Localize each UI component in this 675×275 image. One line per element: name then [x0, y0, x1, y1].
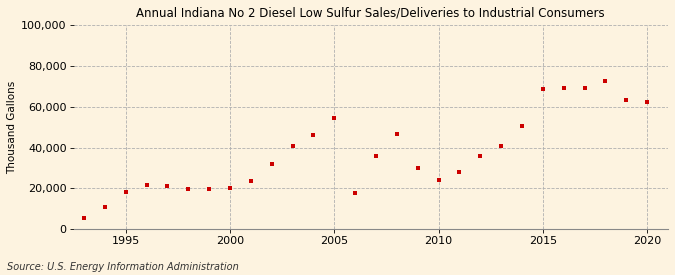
- Point: [642, 100, 653, 104]
- Point: [287, 143, 298, 148]
- Point: [329, 116, 340, 120]
- Point: [558, 86, 569, 91]
- Y-axis label: Thousand Gallons: Thousand Gallons: [7, 81, 17, 174]
- Point: [433, 178, 444, 182]
- Point: [495, 143, 506, 148]
- Point: [412, 166, 423, 170]
- Point: [516, 124, 527, 128]
- Point: [579, 86, 590, 91]
- Point: [246, 179, 256, 183]
- Point: [267, 162, 277, 166]
- Point: [371, 153, 381, 158]
- Point: [78, 216, 89, 220]
- Point: [621, 97, 632, 102]
- Text: Source: U.S. Energy Information Administration: Source: U.S. Energy Information Administ…: [7, 262, 238, 272]
- Point: [454, 170, 465, 174]
- Point: [162, 184, 173, 188]
- Point: [537, 87, 548, 92]
- Point: [204, 187, 215, 192]
- Point: [183, 187, 194, 192]
- Point: [141, 183, 152, 188]
- Point: [350, 191, 360, 196]
- Point: [225, 186, 236, 191]
- Point: [475, 153, 486, 158]
- Title: Annual Indiana No 2 Diesel Low Sulfur Sales/Deliveries to Industrial Consumers: Annual Indiana No 2 Diesel Low Sulfur Sa…: [136, 7, 605, 20]
- Point: [99, 205, 110, 209]
- Point: [600, 79, 611, 84]
- Point: [392, 132, 402, 136]
- Point: [308, 133, 319, 138]
- Point: [120, 190, 131, 195]
